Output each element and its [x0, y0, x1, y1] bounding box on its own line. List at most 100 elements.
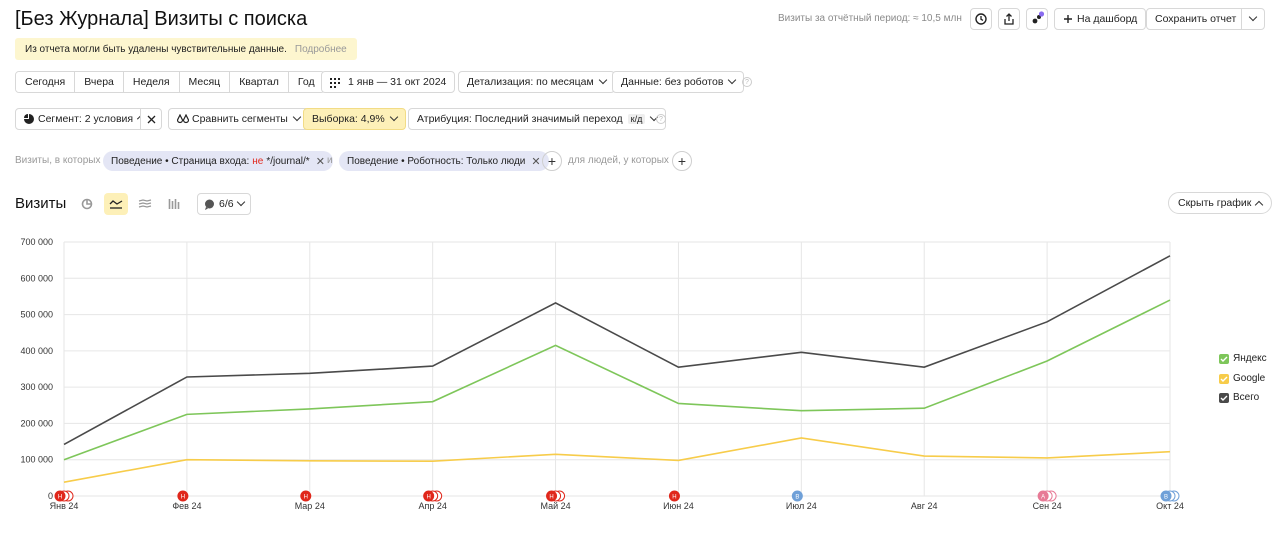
annotation-label: Н [672, 495, 676, 501]
help-icon[interactable]: ? [656, 114, 666, 124]
add-user-filter-button[interactable]: + [672, 151, 692, 171]
period-total: Визиты за отчётный период: ≈ 10,5 млн [778, 13, 962, 24]
y-tick-label: 500 000 [20, 310, 53, 320]
filter-chip-robots[interactable]: Поведение • Роботность: Только люди ✕ [339, 151, 549, 171]
series-line-1 [63, 437, 1171, 483]
segment-label: Сегмент: 2 условия [38, 113, 134, 125]
y-tick-label: 0 [48, 491, 53, 501]
legend-item[interactable]: Яндекс [1219, 353, 1267, 364]
annotation-marker [669, 491, 680, 501]
detail-dropdown[interactable]: Детализация: по месяцам [458, 71, 615, 93]
warning-more-link[interactable]: Подробнее [294, 43, 347, 55]
annotation-label: А [1041, 495, 1045, 501]
assistant-button[interactable] [1026, 8, 1048, 30]
chart-series [63, 255, 1171, 483]
y-axis: 0 100 000 200 000 300 000 400 000 500 000 600 … [20, 237, 53, 501]
annotation-label: В [795, 495, 799, 501]
y-tick-label: 600 000 [20, 273, 53, 283]
close-icon[interactable]: ✕ [315, 155, 325, 168]
sample-dropdown[interactable]: Выборка: 4,9% [303, 108, 406, 130]
period-yesterday[interactable]: Вчера [75, 72, 124, 92]
export-button[interactable] [998, 8, 1020, 30]
annotation-marker [300, 491, 311, 501]
x-tick-label: Июн 24 [663, 501, 694, 511]
legend-item[interactable]: Google [1219, 373, 1265, 384]
period-month[interactable]: Месяц [179, 72, 231, 92]
date-range-button[interactable]: 1 янв — 31 окт 2024 [321, 71, 456, 93]
period-year[interactable]: Год [288, 72, 324, 92]
chevron-down-icon [1248, 12, 1258, 22]
annotation-marker [177, 491, 188, 501]
line-chart-icon [109, 200, 123, 209]
filter-chip-label: Поведение • Страница входа: [111, 155, 250, 167]
x-tick-label: Авг 24 [911, 501, 938, 511]
annotation-label: Н [58, 495, 62, 501]
legend-item[interactable]: Всего [1219, 392, 1259, 403]
filters-suffix: для людей, у которых [568, 155, 669, 166]
close-icon[interactable]: ✕ [531, 155, 541, 168]
save-options-button[interactable] [1241, 8, 1265, 30]
legend-label: Google [1233, 373, 1266, 384]
x-axis: Янв 24 Фев 24 Мар 24 Апр 24 Май 24 Июн 24 Июл … [50, 501, 1184, 511]
series-line-2 [63, 255, 1171, 446]
x-tick-label: Окт 24 [1156, 501, 1184, 511]
chart-type-bar[interactable] [162, 193, 186, 215]
series-selector[interactable]: 6/6 [197, 193, 251, 215]
segment-dropdown[interactable]: Сегмент: 2 условия [15, 108, 143, 130]
chevron-down-icon [389, 112, 398, 122]
chart-type-pie[interactable] [75, 193, 99, 215]
bar-chart-icon [168, 199, 179, 209]
checkbox-icon[interactable] [1219, 373, 1229, 384]
plus-icon [1064, 15, 1072, 23]
segment-clear-button[interactable] [140, 108, 162, 130]
annotation-label: Н [426, 495, 430, 501]
detail-label: Детализация: по месяцам [467, 76, 594, 88]
filter-chip-label: Поведение • Роботность: Только люди [347, 155, 526, 167]
add-filter-button[interactable]: + [542, 151, 562, 171]
period-week[interactable]: Неделя [123, 72, 180, 92]
x-tick-label: Фев 24 [172, 501, 201, 511]
page-title: [Без Журнала] Визиты с поиска [15, 8, 308, 30]
clock-icon [975, 13, 987, 25]
help-icon[interactable]: ? [742, 77, 752, 87]
checkbox-icon[interactable] [1219, 353, 1229, 364]
chevron-up-icon [1255, 200, 1264, 209]
hide-chart-button[interactable]: Скрыть график [1168, 192, 1273, 214]
sample-label: Выборка: 4,9% [312, 113, 385, 125]
add-to-dashboard-button[interactable]: На дашборд [1054, 8, 1147, 30]
compare-segments-dropdown[interactable]: Сравнить сегменты [168, 108, 309, 130]
data-dropdown[interactable]: Данные: без роботов [612, 71, 745, 93]
history-button[interactable] [970, 8, 992, 30]
compare-label: Сравнить сегменты [192, 113, 288, 125]
plus-icon: + [547, 153, 557, 169]
save-report-button[interactable]: Сохранить отчет [1146, 8, 1242, 30]
attribution-dropdown[interactable]: Атрибуция: Последний значимый переход к/… [408, 108, 667, 130]
x-tick-label: Июл 24 [786, 501, 817, 511]
data-label: Данные: без роботов [621, 76, 724, 88]
filter-negation: не [252, 155, 264, 167]
save-label: Сохранить отчет [1155, 13, 1237, 25]
chart-type-line[interactable] [104, 193, 128, 215]
annotation-marker [423, 491, 434, 501]
segment-icon [24, 114, 34, 124]
chart-type-area[interactable] [133, 193, 157, 215]
annotation-label: Н [181, 495, 185, 501]
filter-chip-entry-page[interactable]: Поведение • Страница входа: не */journal… [103, 151, 333, 171]
period-today[interactable]: Сегодня [16, 72, 76, 92]
chevron-down-icon [292, 112, 302, 122]
checkbox-icon[interactable] [1219, 392, 1229, 403]
filter-chip-value: */journal/* [266, 155, 310, 167]
annotation-marker [1038, 491, 1049, 501]
period-quarter[interactable]: Квартал [230, 72, 289, 92]
x-tick-label: Апр 24 [418, 501, 446, 511]
attribution-label: Атрибуция: Последний значимый переход [417, 113, 623, 125]
period-selector: Сегодня Вчера Неделя Месяц Квартал Год [15, 71, 325, 93]
attribution-badge: к/д [627, 114, 646, 124]
annotation-label: Н [304, 495, 308, 501]
plus-icon: + [677, 153, 687, 169]
sensitive-data-warning: Из отчета могли быть удалены чувствитель… [15, 38, 357, 60]
compare-icon [177, 113, 189, 123]
visits-chart: 0 100 000 200 000 300 000 400 000 500 000 600 … [20, 237, 1184, 511]
date-range-label: 1 янв — 31 окт 2024 [348, 76, 447, 88]
